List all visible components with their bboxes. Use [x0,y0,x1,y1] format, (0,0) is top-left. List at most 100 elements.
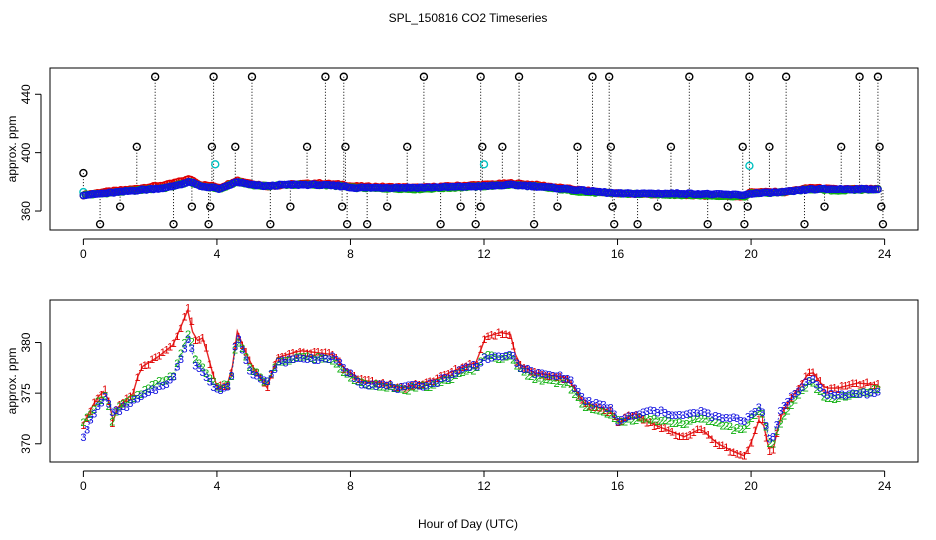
bottom-series-2-label-marker: 2 [409,382,415,394]
bottom-series-2-label-marker: 2 [748,413,754,425]
bottom-series-3-label-marker: 3 [716,411,722,423]
bottom-series-2-label-marker: 2 [398,384,404,396]
bottom-series-3-label-marker: 3 [149,384,155,396]
bottom-series-1-label-marker: 1 [665,425,671,437]
bottom-series-2-label-marker: 2 [405,385,411,397]
bottom-series-2-label-marker: 2 [828,393,834,405]
bottom-series-1-label-marker: 1 [640,414,646,426]
bottom-series-1-label-marker: 1 [637,411,643,423]
bottom-series-3-label-marker: 3 [683,409,689,421]
bottom-series-2-label-marker: 2 [474,362,480,374]
bottom-series-2-label-marker: 2 [337,363,343,375]
bottom-series-1-label-marker: 1 [716,440,722,452]
bottom-series-2-label-marker: 2 [102,391,108,403]
bottom-series-1-label-marker: 1 [467,359,473,371]
bottom-series-2-label-marker: 2 [756,406,762,418]
bottom-series-3-label-marker: 3 [629,410,635,422]
bottom-series-3-label-marker: 3 [846,389,852,401]
bottom-series-3-label-marker: 3 [698,406,704,418]
top-outlier-low-marker [204,219,213,229]
bottom-series-3-label-marker: 3 [806,375,812,387]
bottom-series-1-label-marker: 1 [676,431,682,443]
bottom-series-1-label-marker: 1 [514,357,520,369]
bottom-series-3-label-marker: 3 [380,379,386,391]
bottom-series-2-label-marker: 2 [135,389,141,401]
bottom-series-3-label-marker: 3 [283,358,289,370]
bottom-series-2-label-marker: 2 [485,350,491,362]
bottom-series-1-label-marker: 1 [95,393,101,405]
bottom-series-3-label-marker: 3 [275,356,281,368]
bottom-series-3-label-marker: 3 [91,408,97,420]
top-outlier-low-marker [115,202,125,211]
bottom-series-2-label-marker: 2 [225,380,231,392]
bottom-series-3-label-marker: 3 [167,375,173,387]
bottom-series-3-label-marker: 3 [402,381,408,393]
bottom-series-3-label-marker: 3 [665,409,671,421]
bottom-series-2-label-marker: 2 [759,409,765,421]
bottom-series-1-label-marker: 1 [481,334,487,346]
bottom-series-3-label-marker: 3 [611,409,617,421]
bottom-series-2-label-marker: 2 [250,366,256,378]
bottom-series-3-label-marker: 3 [478,358,484,370]
bottom-series-3-label-marker: 3 [391,383,397,395]
bottom-series-2-label-marker: 2 [702,414,708,426]
bottom-series-1-label-marker: 1 [839,380,845,392]
bottom-series-2-label-marker: 2 [871,384,877,396]
bottom-series-2-label-marker: 2 [95,396,101,408]
bottom-series-1-label-marker: 1 [369,375,375,387]
bottom-series-3-label-marker: 3 [290,354,296,366]
bottom-series-2-label-marker: 2 [413,383,419,395]
bottom-series-3-label-marker: 3 [142,389,148,401]
bottom-series-2-label-marker: 2 [582,402,588,414]
bottom-series-1-label-marker: 1 [615,417,621,429]
bottom-series-1-label-marker: 1 [84,413,90,425]
bottom-series-3-label-marker: 3 [297,353,303,365]
bottom-series-2-label-marker: 2 [517,363,523,375]
bottom-series-2-label-marker: 2 [507,351,513,363]
bottom-series-2-label-marker: 2 [463,366,469,378]
bottom-series-3-label-marker: 3 [409,380,415,392]
bottom-series-1-label-marker: 1 [178,323,184,335]
bottom-series-3-label-marker: 3 [84,425,90,437]
bottom-series-3-label-marker: 3 [156,381,162,393]
bottom-series-1-label-marker: 1 [702,426,708,438]
bottom-series-3-label-marker: 3 [640,407,646,419]
top-panel: approx. ppm 0 4 8 12 16 20 24 360 400 440 [5,67,919,261]
top-outlier-high-marker [209,72,218,81]
bottom-series-1-label-marker: 1 [174,331,180,343]
bottom-series-3-label-marker: 3 [590,399,596,411]
bottom-series-3-label-marker: 3 [337,357,343,369]
bottom-series-1-label-marker: 1 [817,375,823,387]
top-series-3-marker [614,189,623,197]
bottom-series-3-label-marker: 3 [759,407,765,419]
bottom-series-3-label-marker: 3 [88,415,94,427]
bottom-series-3-label-marker: 3 [286,354,292,366]
bottom-series-1-label-marker: 1 [734,448,740,460]
bottom-series-2-label-marker: 2 [799,385,805,397]
bottom-series-3-label-marker: 3 [106,399,112,411]
bottom-series-1-label-marker: 1 [398,382,404,394]
bottom-series-2-label-marker: 2 [875,384,881,396]
top-series-3-marker [203,183,212,192]
bottom-series-2-label-marker: 2 [210,376,216,388]
bottom-series-2-label-marker: 2 [467,364,473,376]
bottom-series-1-label-marker: 1 [308,348,314,360]
bottom-series-3-label-marker: 3 [535,368,541,380]
bottom-series-1-label-marker: 1 [319,348,325,360]
top-x-tick-label: 20 [744,247,758,261]
bottom-series-3-label-marker: 3 [767,434,773,446]
bottom-series-3-label-marker: 3 [647,405,653,417]
bottom-series-1-label-marker: 1 [196,335,202,347]
bottom-series-2-label-marker: 2 [142,385,148,397]
bottom-series-1-label-marker: 1 [376,378,382,390]
top-outlier-high-marker [476,72,485,81]
bottom-series-3-label-marker: 3 [510,350,516,362]
bottom-series-3-label-marker: 3 [857,389,863,401]
bottom-series-1-label-marker: 1 [658,423,664,435]
top-series-3-marker [247,180,256,189]
top-cyan-marker [479,160,489,169]
bottom-series-2-label-marker: 2 [564,377,570,389]
bottom-series-3-label-marker: 3 [503,351,509,363]
bottom-series-1-label-marker: 1 [738,450,744,462]
